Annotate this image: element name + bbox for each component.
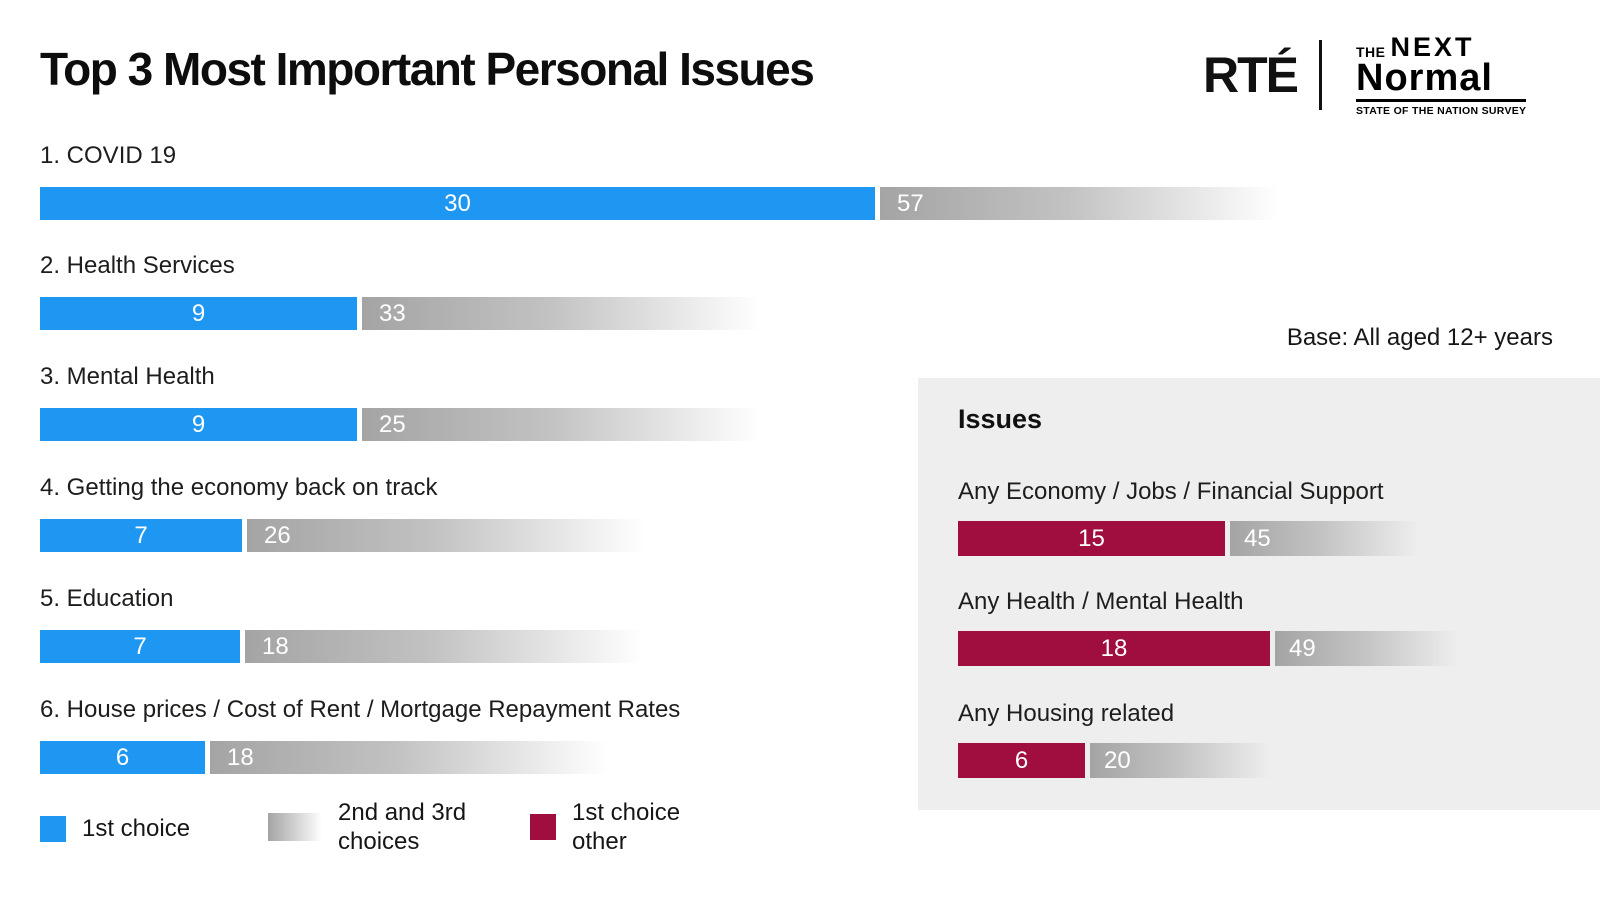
next-normal-logo-line1: THE NEXT [1356, 34, 1526, 61]
logo-word-normal: Normal [1356, 57, 1493, 99]
primary-value: 6 [115, 743, 130, 771]
logo-word-the: THE [1356, 44, 1386, 60]
bar-row: 6. House prices / Cost of Rent / Mortgag… [40, 696, 1600, 774]
issues-panel-chart: Any Economy / Jobs / Financial Support 15… [958, 378, 1600, 810]
secondary-bar: 25 [362, 408, 777, 441]
category-label: 6. House prices / Cost of Rent / Mortgag… [40, 696, 681, 723]
secondary-value: 45 [1244, 524, 1271, 552]
legend-label: 1st choice other [572, 799, 681, 855]
secondary-value: 26 [264, 521, 291, 549]
primary-bar: 15 [958, 521, 1225, 556]
secondary-value: 57 [897, 189, 924, 217]
bar-row: 2. Health Services 9 33 [40, 252, 1600, 330]
secondary-bar: 33 [362, 297, 777, 330]
bar-row: Any Health / Mental Health 18 49 [958, 588, 1600, 666]
secondary-bar: 57 [880, 187, 1295, 220]
primary-value: 9 [191, 299, 206, 327]
primary-bar: 7 [40, 519, 242, 552]
secondary-bar: 20 [1090, 743, 1279, 778]
legend-item-first-choice-other: 1st choice other [530, 798, 687, 856]
secondary-value: 18 [262, 632, 289, 660]
issues-panel: Issues Any Economy / Jobs / Financial Su… [918, 378, 1600, 810]
secondary-bar: 45 [1230, 521, 1427, 556]
logo-subtitle: STATE OF THE NATION SURVEY [1356, 105, 1527, 117]
secondary-bar: 18 [245, 630, 660, 663]
primary-bar: 9 [40, 408, 357, 441]
primary-value: 7 [133, 632, 147, 660]
bar-row: 1. COVID 19 30 57 [40, 142, 1600, 220]
primary-value: 7 [134, 521, 148, 549]
primary-value: 18 [1100, 634, 1128, 662]
legend-item-first-choice: 1st choice [40, 814, 190, 843]
legend-item-second-third-choices: 2nd and 3rd choices [268, 798, 478, 856]
legend-label: 2nd and 3rd choices [338, 799, 467, 855]
category-label: 5. Education [40, 585, 174, 612]
primary-value: 9 [191, 410, 206, 438]
category-label: Any Economy / Jobs / Financial Support [958, 478, 1384, 505]
bar-row: 3. Mental Health 9 25 [40, 363, 1600, 441]
primary-bar: 30 [40, 187, 875, 220]
primary-value: 30 [444, 189, 471, 217]
base-note: Base: All aged 12+ years [1286, 324, 1553, 351]
secondary-value: 33 [379, 299, 406, 327]
primary-bar: 9 [40, 297, 357, 330]
logo-rule [1356, 99, 1526, 102]
personal-issues-chart: 1. COVID 19 30 57 2. Health Services 9 33 3. M… [40, 0, 1600, 900]
primary-value: 15 [1078, 524, 1105, 552]
secondary-value: 25 [379, 410, 406, 438]
bar-row: Any Housing related 6 20 [958, 700, 1600, 778]
primary-bar: 6 [958, 743, 1085, 778]
rte-logo: RTÉ [1203, 47, 1299, 103]
bar-row: 4. Getting the economy back on track 7 26 [40, 474, 1600, 552]
secondary-bar: 49 [1275, 631, 1466, 666]
bar-row: 5. Education 7 18 [40, 585, 1600, 663]
primary-value: 6 [1014, 746, 1029, 774]
logo-divider [1319, 40, 1322, 110]
category-label: 2. Health Services [40, 252, 235, 279]
secondary-value: 49 [1289, 634, 1316, 662]
first-choice-other-swatch [530, 814, 556, 840]
category-label: 3. Mental Health [40, 363, 215, 390]
bar-row: Any Economy / Jobs / Financial Support 15… [958, 478, 1600, 556]
primary-bar: 7 [40, 630, 240, 663]
category-label: 1. COVID 19 [40, 142, 177, 169]
category-label: 4. Getting the economy back on track [40, 474, 438, 501]
first-choice-swatch [40, 815, 66, 842]
secondary-bar: 26 [247, 519, 662, 552]
category-label: Any Health / Mental Health [958, 588, 1244, 615]
logo-word-next: NEXT [1390, 32, 1475, 62]
next-normal-logo: THE NEXT Normal STATE OF THE NATION SURV… [1356, 34, 1526, 117]
primary-bar: 6 [40, 741, 205, 774]
second-third-choices-swatch [268, 813, 322, 841]
issues-panel-title: Issues [958, 404, 1043, 434]
page-title: Top 3 Most Important Personal Issues [40, 43, 815, 95]
secondary-bar: 18 [210, 741, 625, 774]
primary-bar: 18 [958, 631, 1270, 666]
secondary-value: 20 [1104, 746, 1131, 774]
secondary-value: 18 [227, 743, 254, 771]
legend-label: 1st choice [82, 815, 191, 842]
category-label: Any Housing related [958, 700, 1175, 727]
